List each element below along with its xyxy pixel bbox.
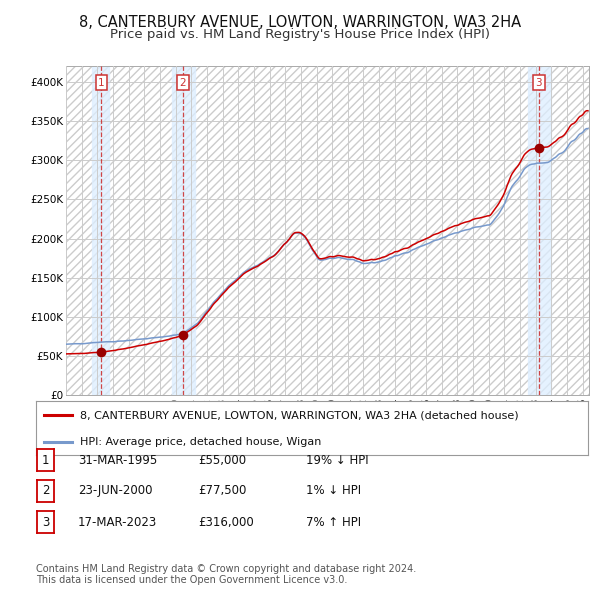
Bar [172,66,195,395]
Text: 7% ↑ HPI: 7% ↑ HPI [306,516,361,529]
Text: 31-MAR-1995: 31-MAR-1995 [78,454,157,467]
Text: 23-JUN-2000: 23-JUN-2000 [78,484,152,497]
Text: 1: 1 [98,78,104,87]
Text: 1: 1 [42,454,49,467]
Text: 8, CANTERBURY AVENUE, LOWTON, WARRINGTON, WA3 2HA (detached house): 8, CANTERBURY AVENUE, LOWTON, WARRINGTON… [80,410,519,420]
Text: 19% ↓ HPI: 19% ↓ HPI [306,454,368,467]
Text: £77,500: £77,500 [198,484,247,497]
Text: 2: 2 [180,78,187,87]
Text: 1% ↓ HPI: 1% ↓ HPI [306,484,361,497]
Text: 3: 3 [42,516,49,529]
Text: Price paid vs. HM Land Registry's House Price Index (HPI): Price paid vs. HM Land Registry's House … [110,28,490,41]
Text: 8, CANTERBURY AVENUE, LOWTON, WARRINGTON, WA3 2HA: 8, CANTERBURY AVENUE, LOWTON, WARRINGTON… [79,15,521,30]
Text: £316,000: £316,000 [198,516,254,529]
Text: Contains HM Land Registry data © Crown copyright and database right 2024.
This d: Contains HM Land Registry data © Crown c… [36,563,416,585]
Text: HPI: Average price, detached house, Wigan: HPI: Average price, detached house, Wiga… [80,437,322,447]
Text: 2: 2 [42,484,49,497]
Bar [92,66,109,395]
Text: 3: 3 [536,78,542,87]
Text: £55,000: £55,000 [198,454,246,467]
Text: 17-MAR-2023: 17-MAR-2023 [78,516,157,529]
Bar [528,66,551,395]
